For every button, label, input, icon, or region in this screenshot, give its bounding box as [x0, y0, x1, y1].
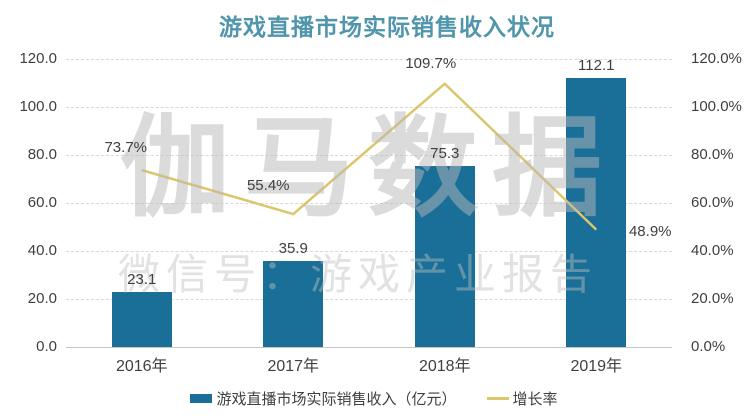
- left-axis-tick: 120.0: [19, 50, 57, 67]
- revenue-bar: [414, 166, 475, 347]
- line-series-label: 增长率: [512, 391, 558, 408]
- x-axis-label: 2017年: [267, 358, 320, 375]
- revenue-bar: [263, 260, 324, 347]
- left-axis-tick: 20.0: [27, 290, 57, 307]
- right-axis-tick: 60.0%: [691, 194, 734, 211]
- right-axis-tick: 100.0%: [691, 98, 742, 115]
- revenue-bar: [111, 291, 172, 347]
- x-axis-line: [66, 347, 672, 348]
- bar-value-label: 23.1: [127, 270, 157, 288]
- gridline: [66, 59, 672, 60]
- growth-rate-line: [141, 82, 598, 231]
- right-axis-tick: 40.0%: [691, 242, 734, 259]
- left-axis-tick: 40.0: [27, 242, 57, 259]
- growth-value-label: 73.7%: [104, 139, 148, 157]
- legend-item-growth: 增长率: [486, 388, 558, 409]
- bar-series-swatch: [190, 394, 213, 403]
- left-axis-tick: 80.0: [27, 146, 57, 163]
- growth-value-label: 55.4%: [246, 177, 290, 195]
- bar-value-label: 112.1: [578, 56, 615, 74]
- growth-value-label: 48.9%: [628, 222, 672, 240]
- gridline: [66, 299, 672, 300]
- x-axis-label: 2016年: [115, 358, 168, 375]
- left-axis-tick: 0.0: [36, 338, 57, 355]
- right-axis-tick: 120.0%: [691, 50, 742, 67]
- legend-item-revenue: 游戏直播市场实际销售收入（亿元）: [190, 388, 457, 409]
- chart-title: 游戏直播市场实际销售收入状况: [219, 14, 555, 40]
- watermark-brand: 伽马数据: [120, 107, 616, 230]
- bar-value-label: 35.9: [278, 239, 308, 257]
- x-axis-label: 2019年: [570, 358, 623, 375]
- right-axis-tick: 0.0%: [691, 338, 726, 355]
- legend: 游戏直播市场实际销售收入（亿元） 增长率: [0, 388, 748, 409]
- growth-value-label: 109.7%: [405, 54, 457, 72]
- line-series-swatch: [486, 397, 509, 400]
- watermark-wechat: 微信号：游戏产业报告: [118, 251, 599, 298]
- left-axis-tick: 100.0: [19, 98, 57, 115]
- right-axis-tick: 80.0%: [691, 146, 734, 163]
- x-axis-label: 2018年: [418, 358, 471, 375]
- bar-value-label: 75.3: [430, 145, 460, 163]
- gridline: [66, 251, 672, 252]
- right-axis-tick: 20.0%: [691, 290, 734, 307]
- bar-series-label: 游戏直播市场实际销售收入（亿元）: [216, 391, 457, 408]
- left-axis-tick: 60.0: [27, 194, 57, 211]
- revenue-bar: [566, 77, 627, 347]
